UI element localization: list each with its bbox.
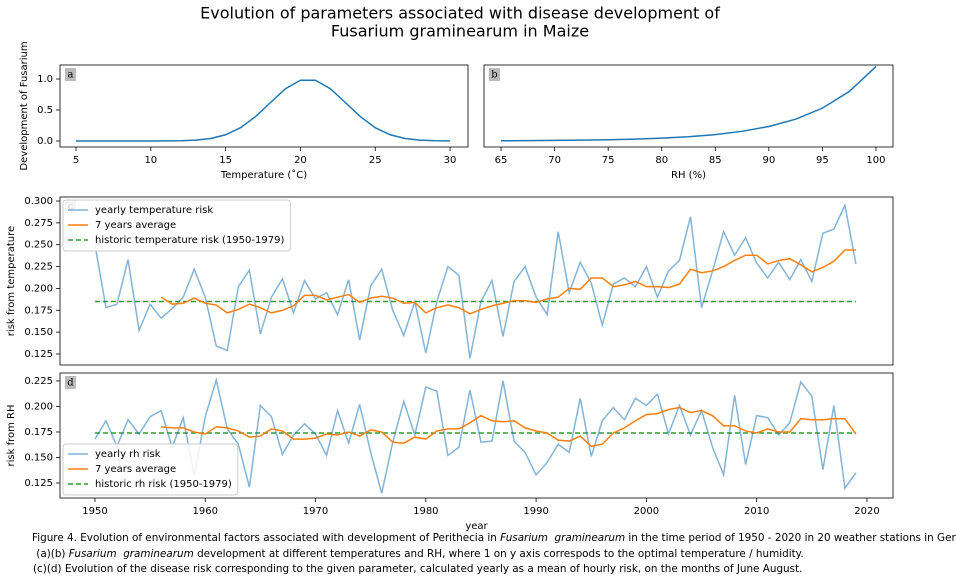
caption-text: in the time period of 1950 - 2020 in 20 …	[625, 532, 956, 544]
legend-label: historic temperature risk (1950-1979)	[95, 235, 284, 246]
y-tick-label: 1.0	[37, 74, 53, 85]
x-tick-label: 30	[444, 155, 457, 166]
panel: a 5 10 15 20 25 30 0.0 0.5 1.0 Temperature (˚C) Dev…	[19, 41, 469, 181]
caption: (a)(b) Fusarium graminearum development …	[33, 548, 804, 560]
legend: yearly rh risk 7 years average historic rh…	[62, 443, 239, 496]
panel-label: b	[491, 70, 497, 81]
x-axis-label: RH (%)	[671, 170, 706, 181]
caption-text: Fusarium graminearum	[500, 532, 625, 544]
x-tick-label: 15	[219, 155, 232, 166]
data-line	[161, 406, 857, 448]
y-tick-label: 0.175	[24, 305, 53, 316]
panel-label-box	[65, 376, 76, 389]
x-tick-label: 1950	[82, 506, 107, 517]
y-tick-label: 0.250	[24, 240, 53, 251]
x-axis-label: year	[465, 521, 488, 532]
y-tick-label: 0.125	[24, 478, 53, 489]
y-tick-label: 0.225	[24, 376, 53, 387]
x-tick-label: 5	[73, 155, 79, 166]
y-tick-label: 0.150	[24, 327, 53, 338]
caption: (c)(d) Evolution of the disease risk cor…	[33, 563, 802, 575]
x-tick-label: 100	[866, 155, 885, 166]
panel-label: a	[68, 70, 74, 81]
y-tick-label: 0.300	[24, 196, 53, 207]
figure-title: Fusarium graminearum in Maize	[331, 22, 589, 41]
x-tick-label: 1990	[523, 506, 548, 517]
panel: c0.1250.1500.1750.2000.2250.2500.2750.30…	[6, 196, 894, 366]
y-axis-label: risk from temperature	[6, 226, 17, 336]
caption-text: (c)(d) Evolution of the disease risk cor…	[33, 563, 802, 575]
panel: b 65 70 75 80 85 90 95 100 RH (%)	[483, 64, 894, 181]
panel: d 1950 1960 1970 1980 1990 2000 2010 2020 0.125 0.…	[6, 372, 894, 532]
plot-frame	[483, 64, 894, 148]
x-tick-label: 90	[762, 155, 775, 166]
data-line	[501, 66, 877, 142]
caption-text: development at different temperatures an…	[194, 548, 804, 560]
legend-box	[62, 199, 291, 252]
plot-frame	[59, 372, 894, 499]
x-tick-label: 1970	[303, 506, 328, 517]
data-line	[94, 202, 857, 359]
x-tick-label: 95	[816, 155, 829, 166]
y-axis-label: risk from RH	[6, 405, 17, 467]
caption-text: (a)(b)	[33, 548, 69, 560]
legend-label: yearly rh risk	[95, 449, 161, 460]
legend: yearly temperature risk 7 years average hi…	[62, 199, 291, 252]
y-tick-label: 0.5	[37, 105, 53, 116]
x-axis-label: Temperature (˚C)	[220, 169, 307, 181]
y-tick-label: 0.200	[24, 283, 53, 294]
legend-label: 7 years average	[95, 220, 176, 231]
data-line	[160, 249, 856, 315]
y-axis-label: Development of Fusarium	[19, 41, 30, 170]
panel-label-box	[489, 68, 500, 81]
data-line	[94, 376, 857, 494]
x-tick-label: 25	[369, 155, 382, 166]
x-tick-label: 70	[548, 155, 561, 166]
legend-label: historic rh risk (1950-1979)	[95, 479, 232, 490]
y-tick-label: 0.0	[37, 136, 53, 147]
caption-text: Fusarium graminearum	[69, 548, 194, 560]
x-tick-label: 80	[655, 155, 668, 166]
x-tick-label: 65	[495, 155, 508, 166]
legend-label: yearly temperature risk	[95, 205, 213, 216]
legend-label: 7 years average	[95, 464, 176, 475]
figure-title: Evolution of parameters associated with …	[200, 4, 720, 23]
x-tick-label: 2010	[744, 506, 769, 517]
x-tick-label: 85	[709, 155, 722, 166]
y-tick-label: 0.175	[24, 427, 53, 438]
x-tick-label: 1960	[193, 506, 218, 517]
legend-box	[62, 443, 239, 496]
caption-text: Figure 4. Evolution of environmental fac…	[32, 532, 500, 544]
panel-label: d	[67, 378, 74, 389]
x-tick-label: 75	[602, 155, 615, 166]
y-tick-label: 0.275	[24, 218, 53, 229]
y-tick-label: 0.150	[24, 452, 53, 463]
plot-frame	[59, 196, 894, 366]
x-tick-label: 2020	[854, 506, 879, 517]
x-tick-label: 20	[294, 155, 307, 166]
data-line	[76, 79, 451, 142]
x-tick-label: 1980	[413, 506, 438, 517]
y-tick-label: 0.225	[24, 262, 53, 273]
caption: Figure 4. Evolution of environmental fac…	[32, 532, 956, 544]
y-tick-label: 0.200	[24, 401, 53, 412]
x-tick-label: 2000	[634, 506, 659, 517]
plot-frame	[59, 64, 469, 148]
panel-label-box	[65, 68, 76, 81]
y-tick-label: 0.125	[24, 349, 53, 360]
x-tick-label: 10	[144, 155, 157, 166]
